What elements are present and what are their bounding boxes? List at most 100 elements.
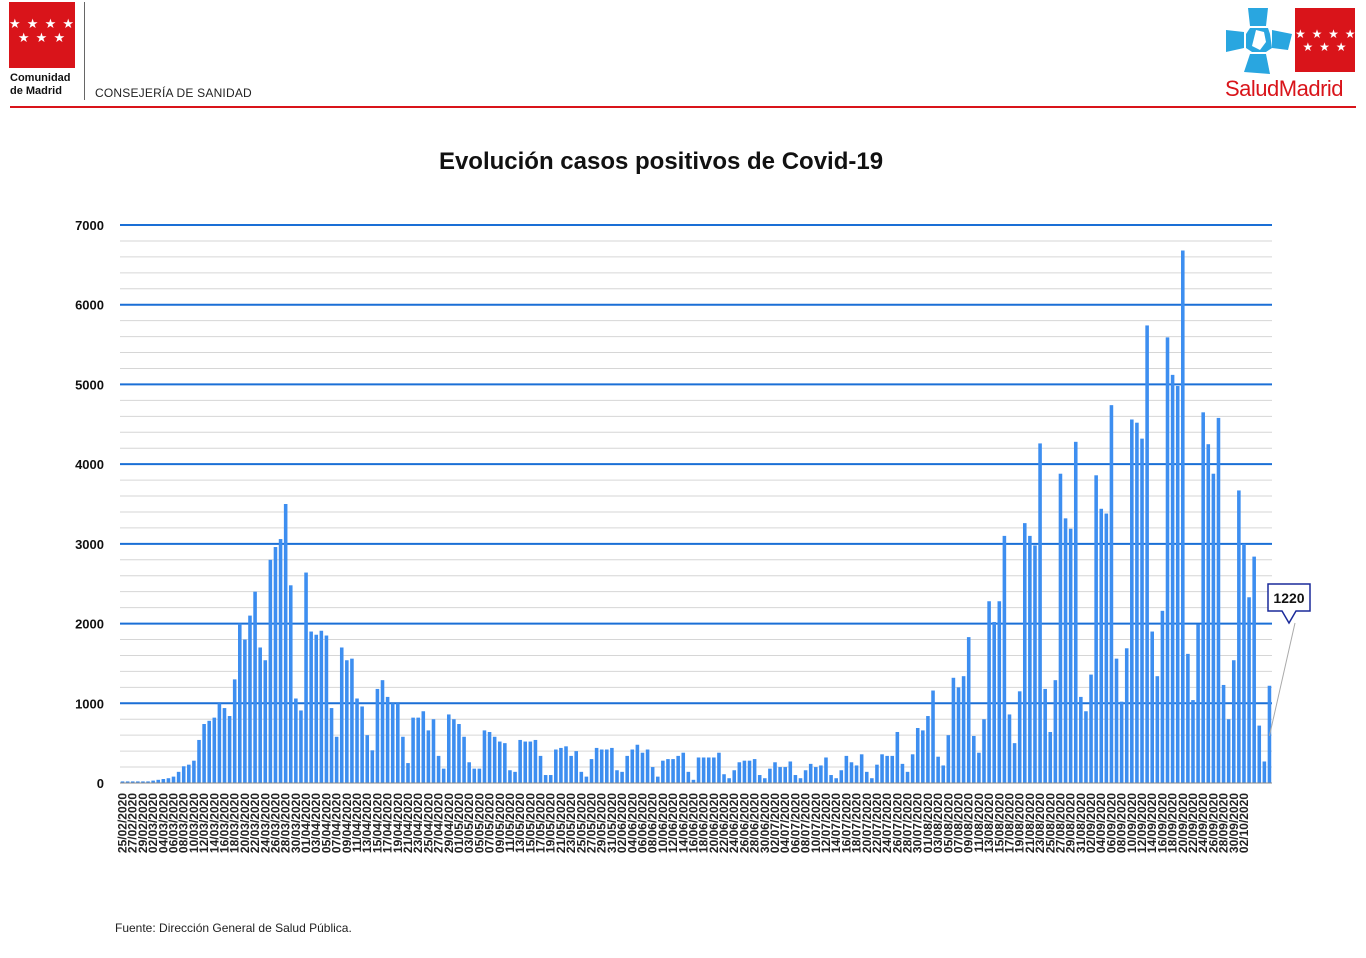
x-tick-label: 28/07/2020 [901,793,915,853]
bar [650,767,655,783]
bar [492,736,497,783]
bar [1119,701,1124,783]
x-tick-label: 21/05/2020 [554,793,568,853]
bar [171,776,176,783]
bar [462,736,466,783]
x-tick-label: 15/08/2020 [992,793,1006,853]
bar [192,760,196,783]
bar [375,688,380,783]
x-tick-label: 11/08/2020 [972,793,986,853]
bar [207,720,211,783]
bar [1196,624,1200,783]
bar [309,631,313,783]
bar [732,770,737,783]
bar [885,755,889,783]
x-tick-label: 10/09/2020 [1125,793,1139,853]
bar [773,762,777,783]
x-tick-label: 04/03/2020 [156,793,170,853]
x-tick-label: 22/06/2020 [717,793,731,853]
bar [839,770,844,783]
bar [380,680,385,783]
bar [446,714,451,783]
x-tick-label: 06/09/2020 [1104,793,1118,853]
bar [564,746,568,783]
x-tick-label: 17/08/2020 [1003,793,1017,853]
x-tick-label: 03/08/2020 [931,793,945,853]
bar [778,767,782,783]
bar [497,741,502,783]
comunidad-madrid-flag-logo: ★ ★ ★ ★ ★ ★ ★ [9,2,75,68]
bar [972,735,976,783]
bar [1017,691,1022,783]
bar [599,749,604,783]
bar [523,741,528,783]
bar [579,771,584,783]
bar [288,585,293,783]
bar [1058,473,1063,783]
bar [1216,417,1221,783]
bar [141,781,145,783]
x-tick-label: 16/07/2020 [839,793,853,853]
x-tick-label: 27/05/2020 [585,793,599,853]
x-tick-label: 09/04/2020 [340,793,354,853]
bar [345,660,349,783]
bar [686,771,691,783]
bar [360,706,364,783]
bar [982,719,986,783]
bar [146,781,150,783]
bar [661,760,665,783]
bar [329,708,334,783]
x-tick-label: 12/06/2020 [666,793,680,853]
bar [696,757,701,783]
x-tick-label: 11/04/2020 [350,793,364,853]
bar [798,778,803,783]
bar [864,771,869,783]
bar [130,781,135,783]
bar [533,739,538,783]
y-tick-label: 7000 [75,218,104,233]
bar [385,696,390,783]
x-tick-label: 17/04/2020 [381,793,395,853]
bar [814,767,818,783]
x-tick-label: 25/04/2020 [421,793,435,853]
bar [584,776,589,783]
bar [1186,653,1190,783]
x-tick-label: 26/09/2020 [1206,793,1220,853]
bar [844,755,849,783]
x-tick-label: 14/07/2020 [829,793,843,853]
bar [477,768,482,783]
x-tick-label: 30/03/2020 [289,793,303,853]
bar [156,779,161,783]
chart-title: Evolución casos positivos de Covid-19 [438,148,884,175]
comunidad-madrid-name: Comunidad de Madrid [10,72,71,98]
bar [197,739,201,783]
bar [334,736,339,783]
bar [1033,545,1037,783]
bar [569,755,573,783]
x-tick-label: 26/06/2020 [737,793,751,853]
callout-leader-line [1268,622,1296,736]
x-tick-label: 04/09/2020 [1094,793,1108,853]
bar [819,765,823,783]
x-tick-label: 29/04/2020 [442,793,456,853]
bar [793,775,798,783]
bar [232,679,237,783]
x-tick-label: 09/05/2020 [493,793,507,853]
bar [905,771,910,783]
bar [416,717,420,783]
bar [783,767,787,783]
bar [238,623,242,783]
bar [1028,535,1032,783]
y-tick-label: 6000 [75,298,104,313]
x-tick-label: 10/07/2020 [809,793,823,853]
bar [278,539,283,783]
bar [1114,658,1119,783]
x-tick-label: 03/05/2020 [462,793,476,853]
x-tick-label: 28/06/2020 [748,793,762,853]
bar [1073,441,1078,783]
x-tick-label: 16/09/2020 [1155,793,1169,853]
bar [528,741,533,783]
x-tick-label: 06/07/2020 [788,793,802,853]
bar [166,778,171,783]
